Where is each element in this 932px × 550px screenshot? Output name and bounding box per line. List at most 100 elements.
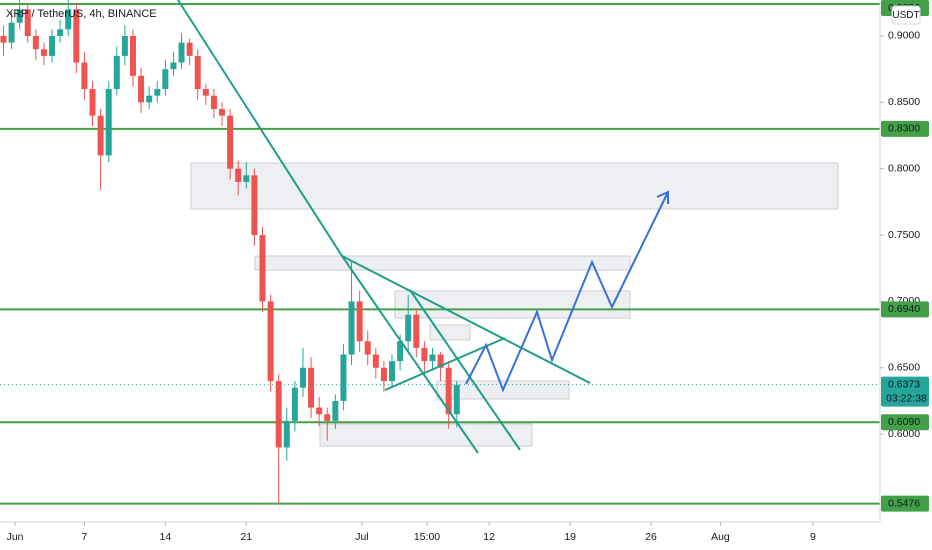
- candle-body: [356, 301, 363, 342]
- x-tick-label: 26: [645, 531, 657, 543]
- candle-body: [219, 108, 226, 116]
- time-axis: [0, 522, 880, 550]
- candle-body: [65, 9, 72, 30]
- price-axis: [880, 0, 932, 550]
- candle-body: [308, 367, 315, 408]
- candle-body: [340, 354, 347, 401]
- level-tag: [881, 301, 929, 318]
- axis-labels: 0.90000.85000.80000.75000.70000.65000.60…: [7, 0, 929, 543]
- zone: [429, 324, 471, 341]
- x-tick-label: Jun: [7, 531, 24, 543]
- candle-body: [299, 367, 306, 388]
- zones: [190, 162, 839, 447]
- candle-body: [40, 49, 47, 56]
- candle-body: [429, 354, 436, 362]
- x-tick-label: 19: [564, 531, 576, 543]
- level-label: 0.6090: [888, 416, 920, 428]
- candle-body: [194, 55, 201, 90]
- x-tick-label: Jul: [355, 531, 368, 543]
- projection-arrowhead: [656, 190, 669, 204]
- level-label: 0.8300: [888, 123, 920, 135]
- candle-body: [8, 22, 15, 43]
- candle-body: [186, 42, 193, 56]
- y-tick-label: 0.8500: [888, 96, 920, 108]
- candle-body: [162, 69, 169, 90]
- candle-body: [267, 301, 274, 382]
- y-tick-label: 0.7500: [888, 229, 920, 241]
- candle-body: [32, 35, 39, 50]
- x-tick-label: 14: [160, 531, 172, 543]
- candle-body: [49, 35, 56, 56]
- candle-body: [251, 175, 258, 236]
- candle-body: [24, 9, 31, 36]
- x-tick-label: 9: [810, 531, 816, 543]
- candle-body: [121, 35, 128, 56]
- trend-line: [409, 289, 521, 451]
- x-tick-label: 7: [81, 531, 87, 543]
- candle-body: [57, 29, 64, 36]
- candle-body: [421, 347, 428, 362]
- candle-body: [275, 381, 282, 448]
- candle-body: [89, 89, 96, 116]
- candle-body: [259, 235, 266, 302]
- countdown-label: 03:22:38: [886, 392, 927, 404]
- zone: [394, 290, 631, 319]
- candle-body: [227, 115, 234, 169]
- y-tick-label: 0.8000: [888, 162, 920, 174]
- x-tick-label: 12: [483, 531, 495, 543]
- candle-body: [146, 95, 153, 103]
- level-tag: [881, 414, 929, 431]
- level-tag: [881, 120, 929, 137]
- candle-body: [291, 387, 298, 421]
- candle-body: [129, 35, 136, 76]
- candle-body: [437, 354, 444, 368]
- trend-line: [177, 0, 343, 257]
- candle-body: [348, 301, 355, 355]
- trend-line: [341, 255, 479, 454]
- candle-body: [445, 367, 452, 415]
- candle-body: [372, 354, 379, 368]
- candle-body: [405, 314, 412, 342]
- candle-body: [16, 9, 23, 23]
- last-price-tag: [881, 376, 929, 407]
- candle-body: [397, 341, 404, 362]
- level-label: 0.5476: [888, 497, 920, 509]
- zone: [319, 423, 533, 447]
- candle-body: [202, 89, 209, 96]
- candle-body: [73, 9, 80, 63]
- candle-body: [413, 314, 420, 348]
- candle-body: [332, 400, 339, 421]
- levels: [0, 3, 880, 505]
- currency-button[interactable]: [891, 5, 921, 25]
- chart-title: XRP / TetherUS, 4h, BINANCE: [6, 8, 157, 20]
- trend-line: [341, 255, 591, 384]
- x-tick-label: Aug: [711, 531, 730, 543]
- candle-body: [283, 420, 290, 448]
- candle-body: [97, 115, 104, 156]
- candles: [0, 0, 460, 505]
- y-tick-label: 0.6000: [888, 428, 920, 440]
- projection-path: [465, 191, 669, 393]
- candle-body: [81, 62, 88, 90]
- candle-body: [324, 414, 331, 421]
- candle-body: [380, 367, 387, 382]
- candle-body: [170, 62, 177, 70]
- level-label: 0.6940: [888, 303, 920, 315]
- candle-body: [105, 89, 112, 156]
- y-tick-label: 0.6500: [888, 362, 920, 374]
- candle-body: [316, 407, 323, 415]
- last-price-label: 0.6373: [888, 378, 920, 390]
- x-tick-label: 15:00: [414, 531, 440, 543]
- level-tag: [881, 495, 929, 512]
- candle-body: [0, 35, 7, 43]
- candle-body: [113, 55, 120, 90]
- y-tick-label: 0.9000: [888, 30, 920, 42]
- candle-body: [235, 168, 242, 182]
- trend-lines: [177, 0, 591, 454]
- candle-body: [364, 341, 371, 355]
- candle-body: [243, 175, 250, 182]
- x-tick-label: 21: [240, 531, 252, 543]
- currency-label[interactable]: USDT: [892, 10, 919, 21]
- zone: [254, 255, 631, 271]
